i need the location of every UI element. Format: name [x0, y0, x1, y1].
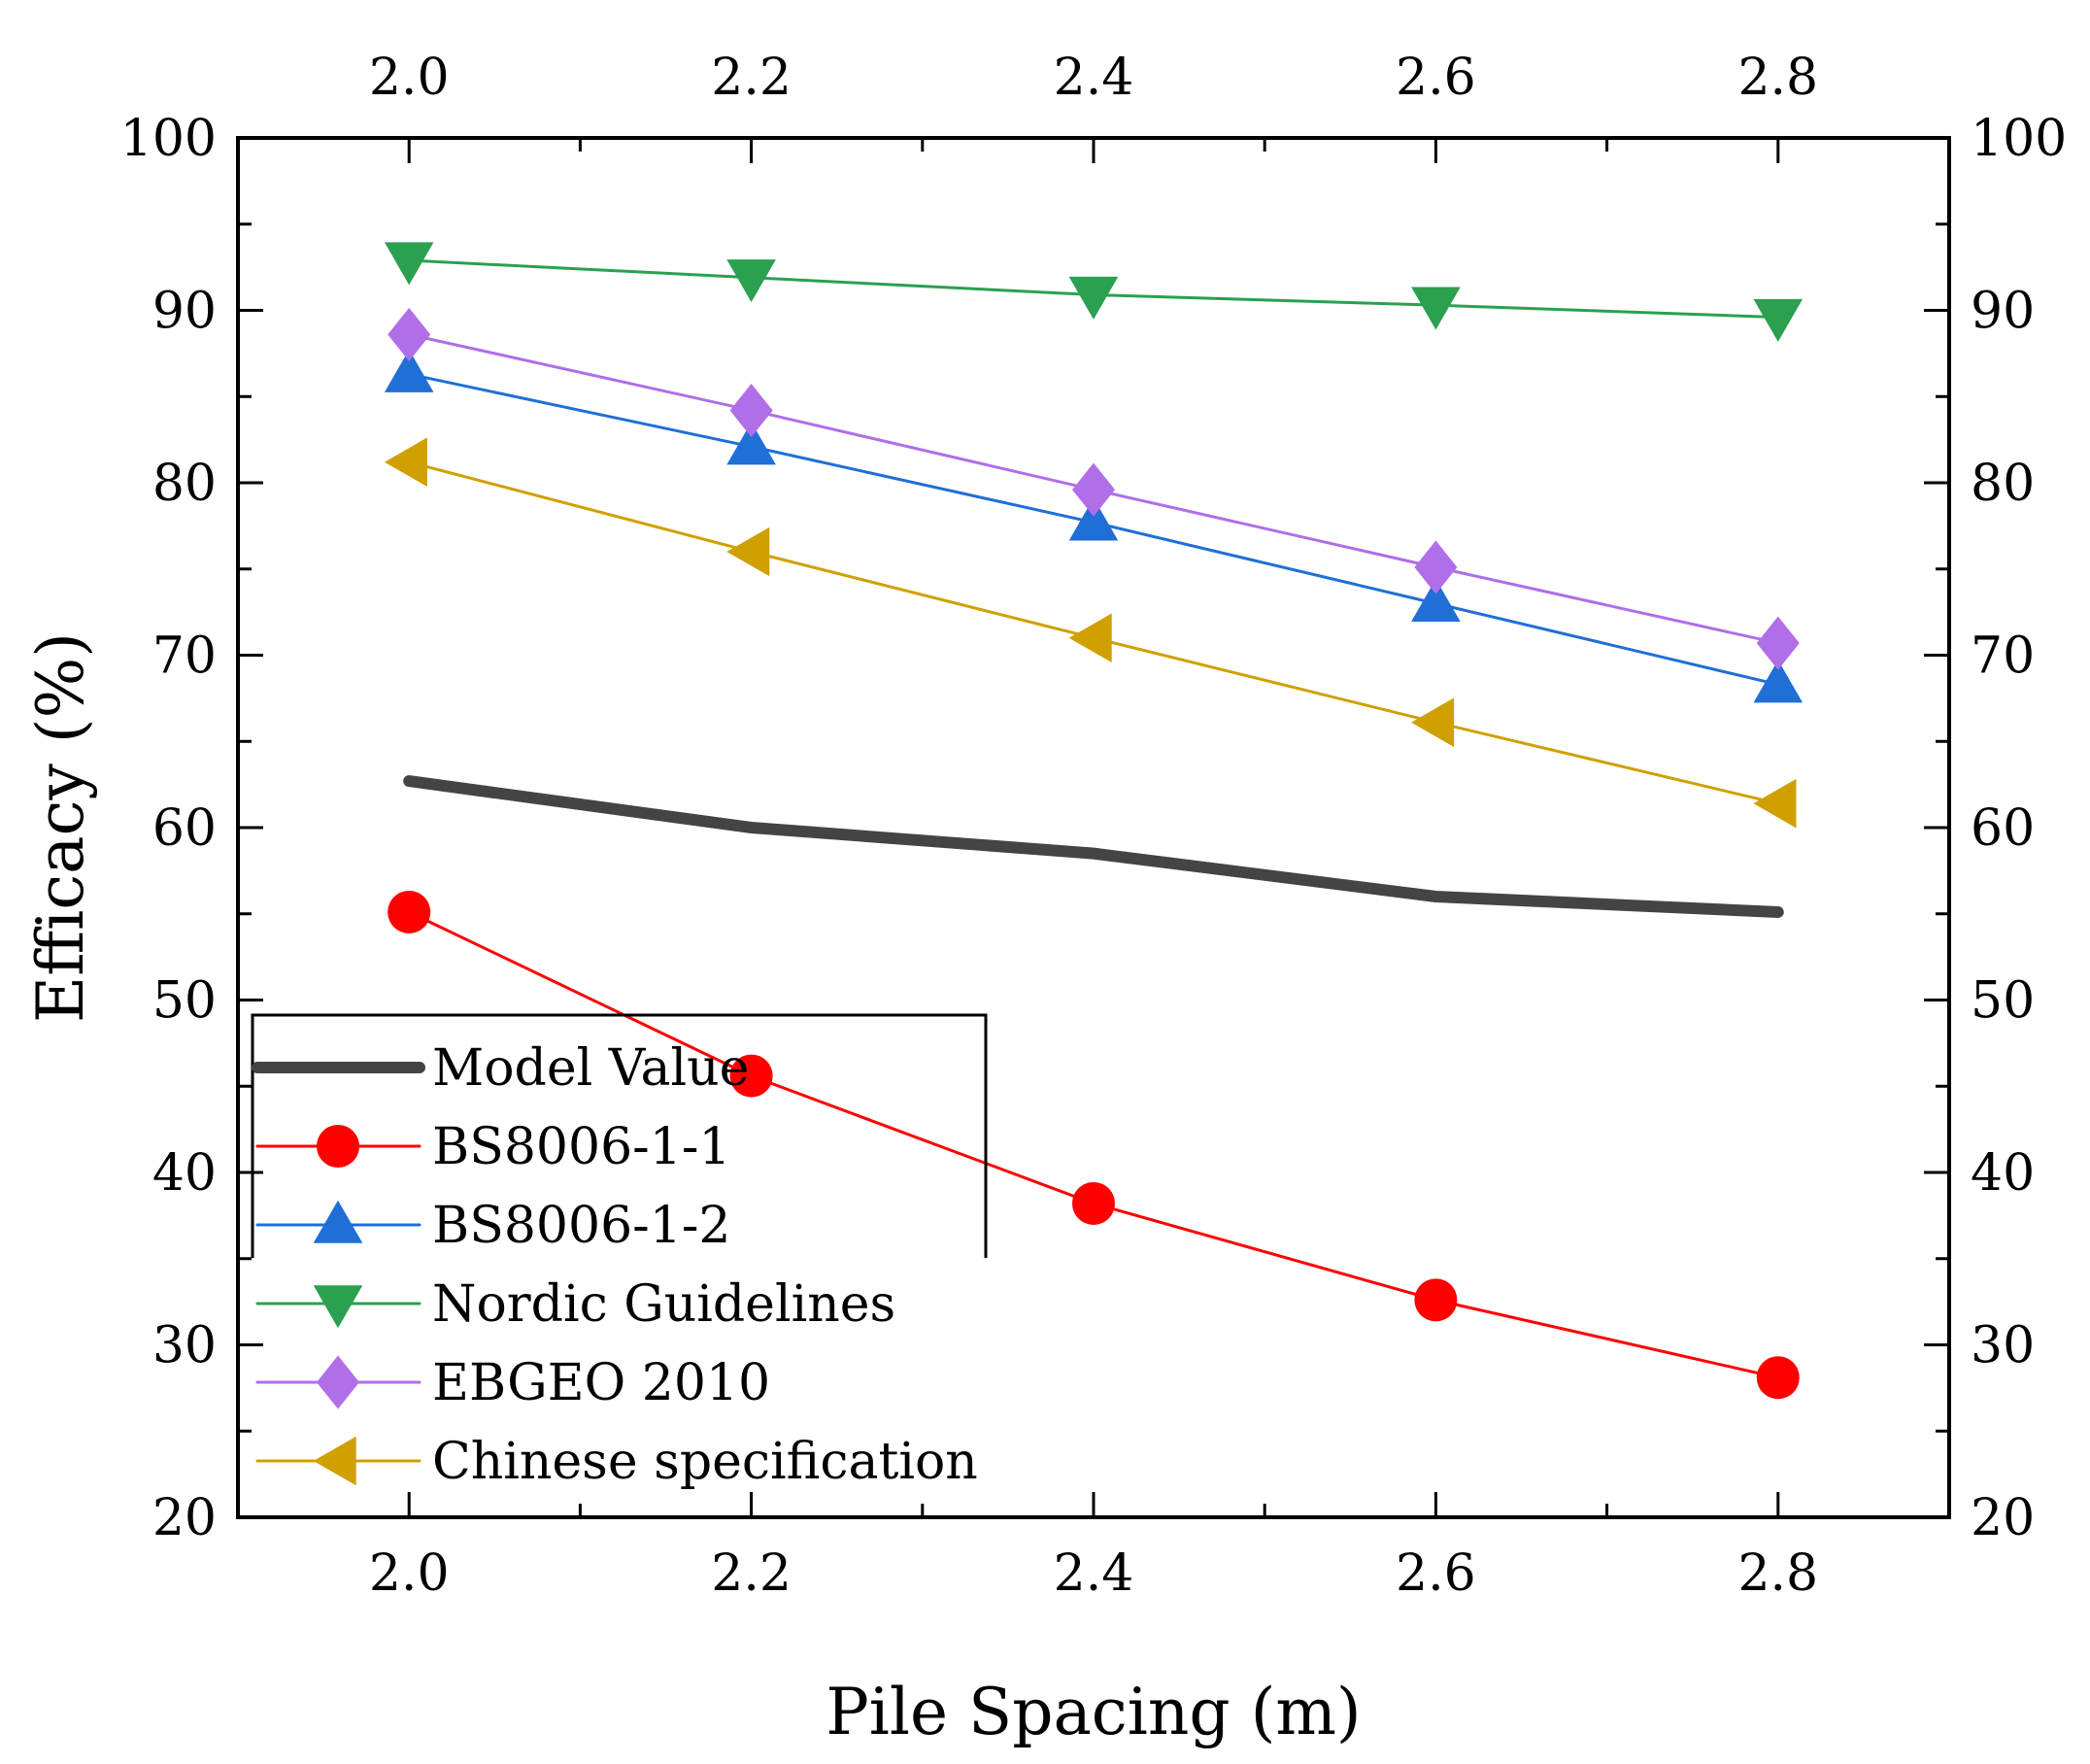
legend-item: BS8006-1-2 [255, 1197, 730, 1255]
data-point [1756, 616, 1800, 670]
x-tick-label-top: 2.8 [1737, 49, 1818, 107]
data-point [1756, 1356, 1800, 1400]
data-point [1753, 660, 1803, 703]
legend-marker [317, 1125, 359, 1168]
data-point [1414, 540, 1458, 594]
y-tick-label-left: 40 [152, 1144, 217, 1203]
y-tick-label-right: 60 [1971, 799, 2035, 858]
y-tick-label-left: 70 [152, 628, 217, 686]
data-point [1068, 276, 1119, 320]
y-tick-label-right: 90 [1971, 283, 2035, 341]
data-point [388, 307, 431, 361]
legend-label: Chinese specification [432, 1433, 978, 1491]
y-tick-label-right: 80 [1971, 455, 2035, 513]
y-tick-label-right: 20 [1971, 1489, 2035, 1547]
legend-marker [313, 1285, 363, 1329]
data-point [1753, 778, 1797, 829]
data-point [1068, 497, 1119, 541]
data-point [1411, 697, 1455, 748]
data-point [726, 259, 776, 303]
series-nordic-guidelines [384, 242, 1803, 342]
y-tick-label-right: 40 [1971, 1144, 2035, 1203]
data-point [384, 349, 434, 392]
data-point [1753, 298, 1803, 342]
y-tick-label-left: 20 [152, 1489, 217, 1547]
legend-label: Model Value [432, 1039, 749, 1098]
y-axis-title: Efficacy (%) [23, 632, 98, 1023]
y-tick-label-left: 60 [152, 799, 217, 858]
data-point [1411, 287, 1461, 330]
data-point [1072, 1181, 1115, 1225]
legend-label: BS8006-1-2 [432, 1197, 730, 1255]
y-tick-label-left: 100 [120, 110, 217, 168]
x-tick-label-top: 2.0 [369, 49, 450, 107]
x-tick-label-bottom: 2.8 [1737, 1544, 1818, 1603]
legend-item: Nordic Guidelines [255, 1275, 895, 1334]
x-tick-label-bottom: 2.0 [369, 1544, 450, 1603]
legend-marker [313, 1436, 356, 1486]
data-point [1411, 578, 1461, 622]
y-tick-label-right: 70 [1971, 628, 2035, 686]
data-point [384, 242, 434, 286]
data-point [388, 890, 431, 933]
series-line [403, 775, 1784, 918]
data-point [1414, 1278, 1458, 1322]
legend-label: EBGEO 2010 [432, 1354, 770, 1412]
legend-marker [317, 1355, 359, 1409]
y-tick-label-left: 90 [152, 283, 217, 341]
y-tick-label-left: 30 [152, 1317, 217, 1375]
data-point [1072, 462, 1115, 517]
legend: Model Value BS8006-1-1 BS8006-1-2 Nordic Gu… [251, 1013, 988, 1491]
y-tick-label-right: 30 [1971, 1317, 2035, 1375]
series-bs8006-1-1 [388, 890, 1800, 1400]
series-ebgeo-2010 [388, 307, 1800, 670]
y-tick-label-left: 80 [152, 455, 217, 513]
legend-item: EBGEO 2010 [255, 1354, 770, 1412]
data-point [729, 383, 773, 437]
series-chinese-specification [384, 437, 1797, 829]
x-axis-title: Pile Spacing (m) [826, 1675, 1361, 1749]
legend-item: Chinese specification [255, 1433, 978, 1491]
legend-label: Nordic Guidelines [432, 1275, 895, 1334]
series-model-value [403, 775, 1784, 918]
legend-label: BS8006-1-1 [432, 1118, 730, 1176]
x-tick-label-top: 2.6 [1396, 49, 1476, 107]
legend-frame [251, 1013, 988, 1258]
legend-item: Model Value [252, 1039, 749, 1098]
y-tick-label-right: 50 [1971, 972, 2035, 1031]
x-tick-label-top: 2.4 [1054, 49, 1134, 107]
y-tick-label-right: 100 [1971, 110, 2067, 168]
x-tick-label-bottom: 2.6 [1396, 1544, 1476, 1603]
data-point [384, 437, 427, 487]
series-bs8006-1-2 [384, 349, 1803, 703]
x-tick-label-bottom: 2.2 [711, 1544, 792, 1603]
data-point [729, 1054, 773, 1098]
x-tick-label-bottom: 2.4 [1054, 1544, 1134, 1603]
data-point [726, 422, 776, 465]
y-tick-label-left: 50 [152, 972, 217, 1031]
x-tick-label-top: 2.2 [711, 49, 792, 107]
data-point [1068, 613, 1112, 663]
data-point [726, 526, 770, 577]
legend-item: BS8006-1-1 [255, 1118, 730, 1176]
legend-marker [313, 1200, 363, 1243]
